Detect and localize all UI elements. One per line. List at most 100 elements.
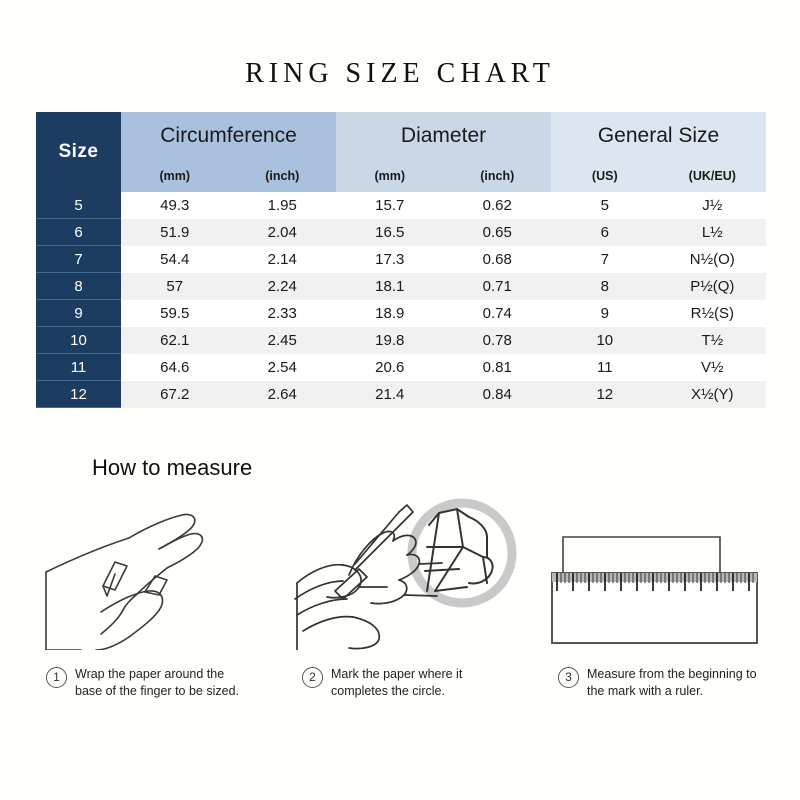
ring-size-table: Size Circumference Diameter General Size… [36,112,767,408]
header-group-circumference: Circumference [121,112,337,160]
hands-marking-paper-icon [284,495,524,650]
subheader-circumference-mm: (mm) [121,160,229,192]
cell-circ-mm: 57 [121,272,229,300]
cell-circ-inch: 2.64 [228,380,337,408]
cell-diam-inch: 0.81 [443,353,552,381]
cell-size: 8 [36,272,121,300]
cell-size: 9 [36,299,121,327]
cell-circ-mm: 64.6 [121,353,229,381]
cell-circ-inch: 2.45 [228,326,337,354]
table-row: 12 67.2 2.64 21.4 0.84 12 X½(Y) [36,380,767,408]
step-number-1: 1 [46,667,67,688]
cell-diam-inch: 0.68 [443,245,552,273]
measure-step-2: 2 Mark the paper where it completes the … [276,495,532,700]
cell-uk-eu: J½ [658,192,767,219]
measure-step-1: 1 Wrap the paper around the base of the … [20,495,276,700]
subheader-general-us: (US) [551,160,659,192]
subheader-general-uk-eu: (UK/EU) [658,160,767,192]
cell-circ-inch: 2.54 [228,353,337,381]
cell-diam-inch: 0.74 [443,299,552,327]
cell-size: 7 [36,245,121,273]
step-number-3: 3 [558,667,579,688]
cell-diam-mm: 17.3 [336,245,444,273]
cell-us: 5 [551,192,659,219]
cell-us: 12 [551,380,659,408]
cell-uk-eu: T½ [658,326,767,354]
cell-diam-mm: 18.9 [336,299,444,327]
how-to-measure-heading: How to measure [92,455,253,480]
how-to-measure-steps: 1 Wrap the paper around the base of the … [20,495,790,700]
header-group-general-size: General Size [551,112,767,160]
cell-circ-mm: 62.1 [121,326,229,354]
cell-us: 6 [551,218,659,246]
table-row: 9 59.5 2.33 18.9 0.74 9 R½(S) [36,299,767,327]
cell-uk-eu: V½ [658,353,767,381]
cell-circ-inch: 2.33 [228,299,337,327]
cell-circ-mm: 54.4 [121,245,229,273]
subheader-diameter-mm: (mm) [336,160,444,192]
cell-diam-mm: 15.7 [336,192,444,219]
cell-uk-eu: X½(Y) [658,380,767,408]
measure-step-3-caption: 3 Measure from the beginning to the mark… [536,666,784,700]
cell-us: 7 [551,245,659,273]
table-row: 6 51.9 2.04 16.5 0.65 6 L½ [36,218,767,246]
table-subheader-row: (mm) (inch) (mm) (inch) (US) (UK/EU) [36,160,767,192]
header-size: Size [36,112,121,192]
measure-step-3: 3 Measure from the beginning to the mark… [532,495,788,700]
cell-us: 8 [551,272,659,300]
ruler-body [550,572,758,644]
measure-step-3-line1: Measure from the beginning to [587,667,757,681]
table-row: 11 64.6 2.54 20.6 0.81 11 V½ [36,353,767,381]
cell-uk-eu: P½(Q) [658,272,767,300]
measure-step-1-line2: base of the finger to be sized. [75,684,239,698]
hand-with-paper-strip-icon [28,495,268,650]
cell-diam-inch: 0.65 [443,218,552,246]
cell-size: 11 [36,353,121,381]
cell-diam-inch: 0.62 [443,192,552,219]
ring-size-table-container: Size Circumference Diameter General Size… [36,112,767,408]
measure-step-2-caption: 2 Mark the paper where it completes the … [280,666,528,700]
cell-diam-mm: 20.6 [336,353,444,381]
measure-step-2-line1: Mark the paper where it [331,667,463,681]
measure-step-1-line1: Wrap the paper around the [75,667,225,681]
cell-circ-mm: 51.9 [121,218,229,246]
table-header: Size Circumference Diameter General Size… [36,112,767,192]
cell-circ-mm: 59.5 [121,299,229,327]
cell-diam-inch: 0.71 [443,272,552,300]
paper-strip-outline [561,536,721,573]
cell-size: 12 [36,380,121,408]
measure-step-2-text: Mark the paper where it completes the ci… [331,666,462,700]
ruler-icon [540,495,780,650]
magnifier-ring-icon [407,498,516,608]
cell-diam-inch: 0.84 [443,380,552,408]
measure-step-1-caption: 1 Wrap the paper around the base of the … [24,666,272,700]
cell-circ-inch: 2.24 [228,272,337,300]
cell-circ-inch: 2.14 [228,245,337,273]
cell-us: 10 [551,326,659,354]
step-number-2: 2 [302,667,323,688]
table-row: 8 57 2.24 18.1 0.71 8 P½(Q) [36,272,767,300]
cell-uk-eu: L½ [658,218,767,246]
table-row: 7 54.4 2.14 17.3 0.68 7 N½(O) [36,245,767,273]
cell-size: 10 [36,326,121,354]
subheader-diameter-inch: (inch) [443,160,552,192]
cell-uk-eu: R½(S) [658,299,767,327]
table-row: 10 62.1 2.45 19.8 0.78 10 T½ [36,326,767,354]
measure-step-2-line2: completes the circle. [331,684,445,698]
cell-size: 6 [36,218,121,246]
cell-circ-inch: 2.04 [228,218,337,246]
cell-diam-mm: 16.5 [336,218,444,246]
measure-step-3-text: Measure from the beginning to the mark w… [587,666,757,700]
cell-diam-inch: 0.78 [443,326,552,354]
cell-circ-mm: 67.2 [121,380,229,408]
cell-size: 5 [36,192,121,219]
measure-step-1-text: Wrap the paper around the base of the fi… [75,666,239,700]
cell-circ-inch: 1.95 [228,192,337,219]
table-header-group-row: Size Circumference Diameter General Size [36,112,767,192]
cell-diam-mm: 18.1 [336,272,444,300]
table-row: 5 49.3 1.95 15.7 0.62 5 J½ [36,192,767,219]
cell-diam-mm: 21.4 [336,380,444,408]
cell-diam-mm: 19.8 [336,326,444,354]
cell-us: 9 [551,299,659,327]
subheader-circumference-inch: (inch) [228,160,337,192]
